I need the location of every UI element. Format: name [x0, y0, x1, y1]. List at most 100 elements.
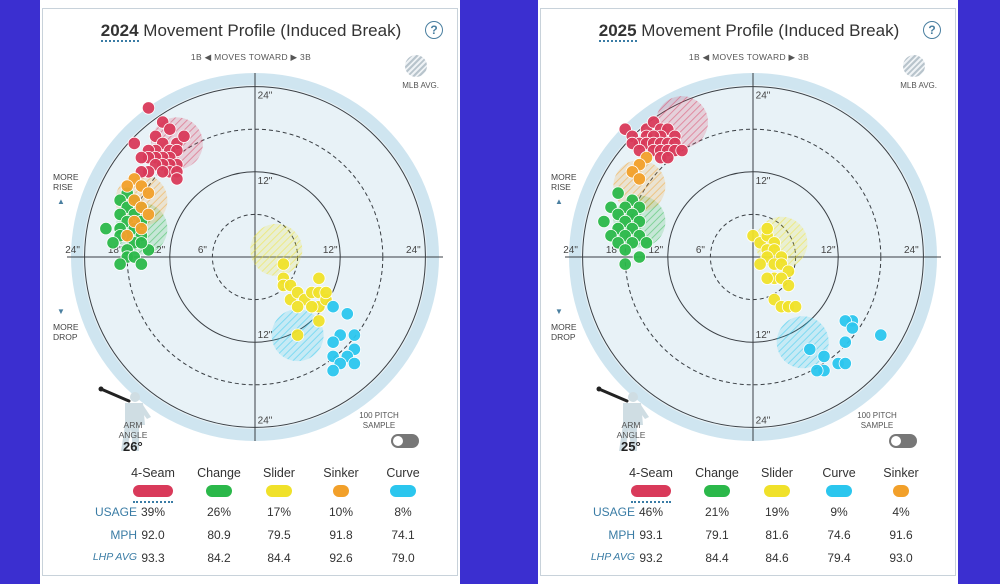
stat-lhp_avg-curve: 79.4 [827, 551, 851, 565]
mlb-average-swatch-icon [405, 55, 427, 77]
chart-title: 2025 Movement Profile (Induced Break) [541, 21, 957, 42]
pitch-name-sinker: Sinker [323, 466, 359, 480]
pitch-color-4-seam[interactable] [133, 485, 173, 497]
pitch-color-slider[interactable] [764, 485, 790, 497]
tick-top-24: 24" [258, 91, 273, 102]
help-icon[interactable]: ? [425, 21, 443, 39]
pitch-point-curve [838, 356, 852, 371]
pitch-sample-label: 100 PITCH SAMPLE [857, 411, 897, 430]
tick-right-24: 24" [406, 245, 421, 256]
pitch-point-sinker [141, 186, 156, 200]
stat-lhp_avg-slider: 84.4 [267, 551, 291, 565]
pitch-point-change [134, 236, 149, 250]
pitch-point-sinker [134, 222, 149, 236]
stat-mph-sinker: 91.6 [889, 528, 913, 542]
chart-title: 2024 Movement Profile (Induced Break) [43, 21, 459, 42]
pitch-point-curve [340, 307, 354, 321]
arm-angle-value: 26° [123, 439, 143, 454]
pitch-point-change [618, 257, 632, 271]
tick-left-18: 18" [108, 245, 123, 256]
pitch-color-sinker[interactable] [893, 485, 909, 497]
pitch-point-4-seam [127, 136, 141, 150]
pitch-point-sinker [141, 207, 156, 221]
stat-usage-sinker: 4% [892, 505, 910, 519]
pitch-point-change [618, 243, 632, 257]
pitch-color-change[interactable] [704, 485, 730, 497]
arm-angle-label: ARM ANGLE [616, 420, 646, 440]
pitch-point-change [639, 236, 654, 250]
mlb-avg-curve-zone [776, 316, 829, 369]
stat-mph-slider: 81.6 [765, 528, 789, 542]
pitch-color-curve[interactable] [390, 485, 416, 497]
stat-mph-sinker: 91.8 [329, 528, 353, 542]
row-label-lhp_avg: LHP AVG [590, 551, 635, 563]
pitch-point-slider [319, 285, 333, 300]
more-rise-label: MORE RISE [551, 172, 577, 192]
pitch-color-sinker[interactable] [333, 485, 349, 497]
tick-right-24: 24" [904, 245, 919, 256]
pitch-point-slider [291, 300, 305, 314]
movement-plot: 24" 12" 12" 24" 24" 18" 12" 6" 12" 24" [65, 73, 443, 451]
pitch-sample-toggle[interactable] [391, 434, 419, 448]
pitch-point-change [106, 236, 120, 250]
pitch-point-curve [347, 356, 361, 371]
down-arrow-icon: ▼ [57, 307, 65, 316]
pitch-point-curve [326, 335, 340, 349]
year-label[interactable]: 2024 [100, 21, 139, 42]
stat-lhp_avg-change: 84.2 [207, 551, 231, 565]
pitch-point-slider [276, 257, 290, 271]
stat-mph-curve: 74.6 [827, 528, 851, 542]
pitch-point-4-seam [177, 129, 191, 143]
stat-mph-slider: 79.5 [267, 528, 291, 542]
more-drop-label: MORE DROP [551, 322, 577, 342]
panel-frame: 2025 Movement Profile (Induced Break) ? … [540, 8, 956, 576]
pitch-color-slider[interactable] [266, 485, 292, 497]
pitch-point-curve [810, 363, 824, 378]
pitch-point-curve [838, 335, 852, 349]
pitch-name-slider: Slider [263, 466, 295, 480]
year-label[interactable]: 2025 [598, 21, 637, 42]
pitch-point-curve [803, 342, 817, 356]
movement-panel-2025: 2025 Movement Profile (Induced Break) ? … [538, 0, 958, 584]
mlb-average-label: MLB AVG. [900, 81, 937, 90]
mlb-average-swatch-icon [903, 55, 925, 77]
movement-panel-2024: 2024 Movement Profile (Induced Break) ? … [40, 0, 460, 584]
pitch-name-curve: Curve [822, 466, 856, 480]
pitch-point-4-seam [156, 165, 170, 179]
tick-bottom-12: 12" [756, 330, 771, 341]
mlb-average-label: MLB AVG. [402, 81, 439, 90]
stat-lhp_avg-4-seam: 93.3 [141, 551, 165, 565]
stat-mph-curve: 74.1 [391, 528, 415, 542]
pitch-point-slider [789, 300, 803, 314]
pitch-color-change[interactable] [206, 485, 232, 497]
pitch-point-4-seam [661, 151, 675, 165]
up-arrow-icon: ▲ [555, 197, 563, 206]
pitch-color-4-seam[interactable] [631, 485, 671, 497]
more-drop-label: MORE DROP [53, 322, 79, 342]
pitch-point-slider [291, 328, 305, 342]
pitch-point-curve [326, 363, 340, 378]
tick-left-6: 6" [198, 245, 208, 256]
tick-left-24: 24" [563, 245, 578, 256]
tick-right-12: 12" [323, 245, 338, 256]
stat-usage-4-seam: 39% [140, 505, 166, 519]
pitch-color-curve[interactable] [826, 485, 852, 497]
pitch-sample-toggle[interactable] [889, 434, 917, 448]
help-icon[interactable]: ? [923, 21, 941, 39]
tick-left-12: 12" [648, 245, 663, 256]
more-rise-label: MORE RISE [53, 172, 79, 192]
row-label-usage: USAGE [94, 505, 137, 519]
pitch-point-change [113, 257, 127, 271]
panel-frame: 2024 Movement Profile (Induced Break) ? … [42, 8, 458, 576]
selected-pitch-underline [133, 501, 173, 503]
pitch-point-4-seam [163, 122, 177, 136]
moves-toward-label: 1B ◀ MOVES TOWARD ▶ 3B [190, 52, 312, 62]
tick-bottom-12: 12" [258, 330, 273, 341]
mlb-avg-slider-zone [250, 223, 303, 276]
arm-angle-label: ARM ANGLE [118, 420, 148, 440]
pitch-name-4-seam: 4-Seam [131, 466, 175, 480]
pitch-point-slider [753, 257, 767, 271]
stat-lhp_avg-curve: 79.0 [391, 551, 415, 565]
pitch-point-slider [312, 271, 326, 285]
tick-left-12: 12" [150, 245, 165, 256]
